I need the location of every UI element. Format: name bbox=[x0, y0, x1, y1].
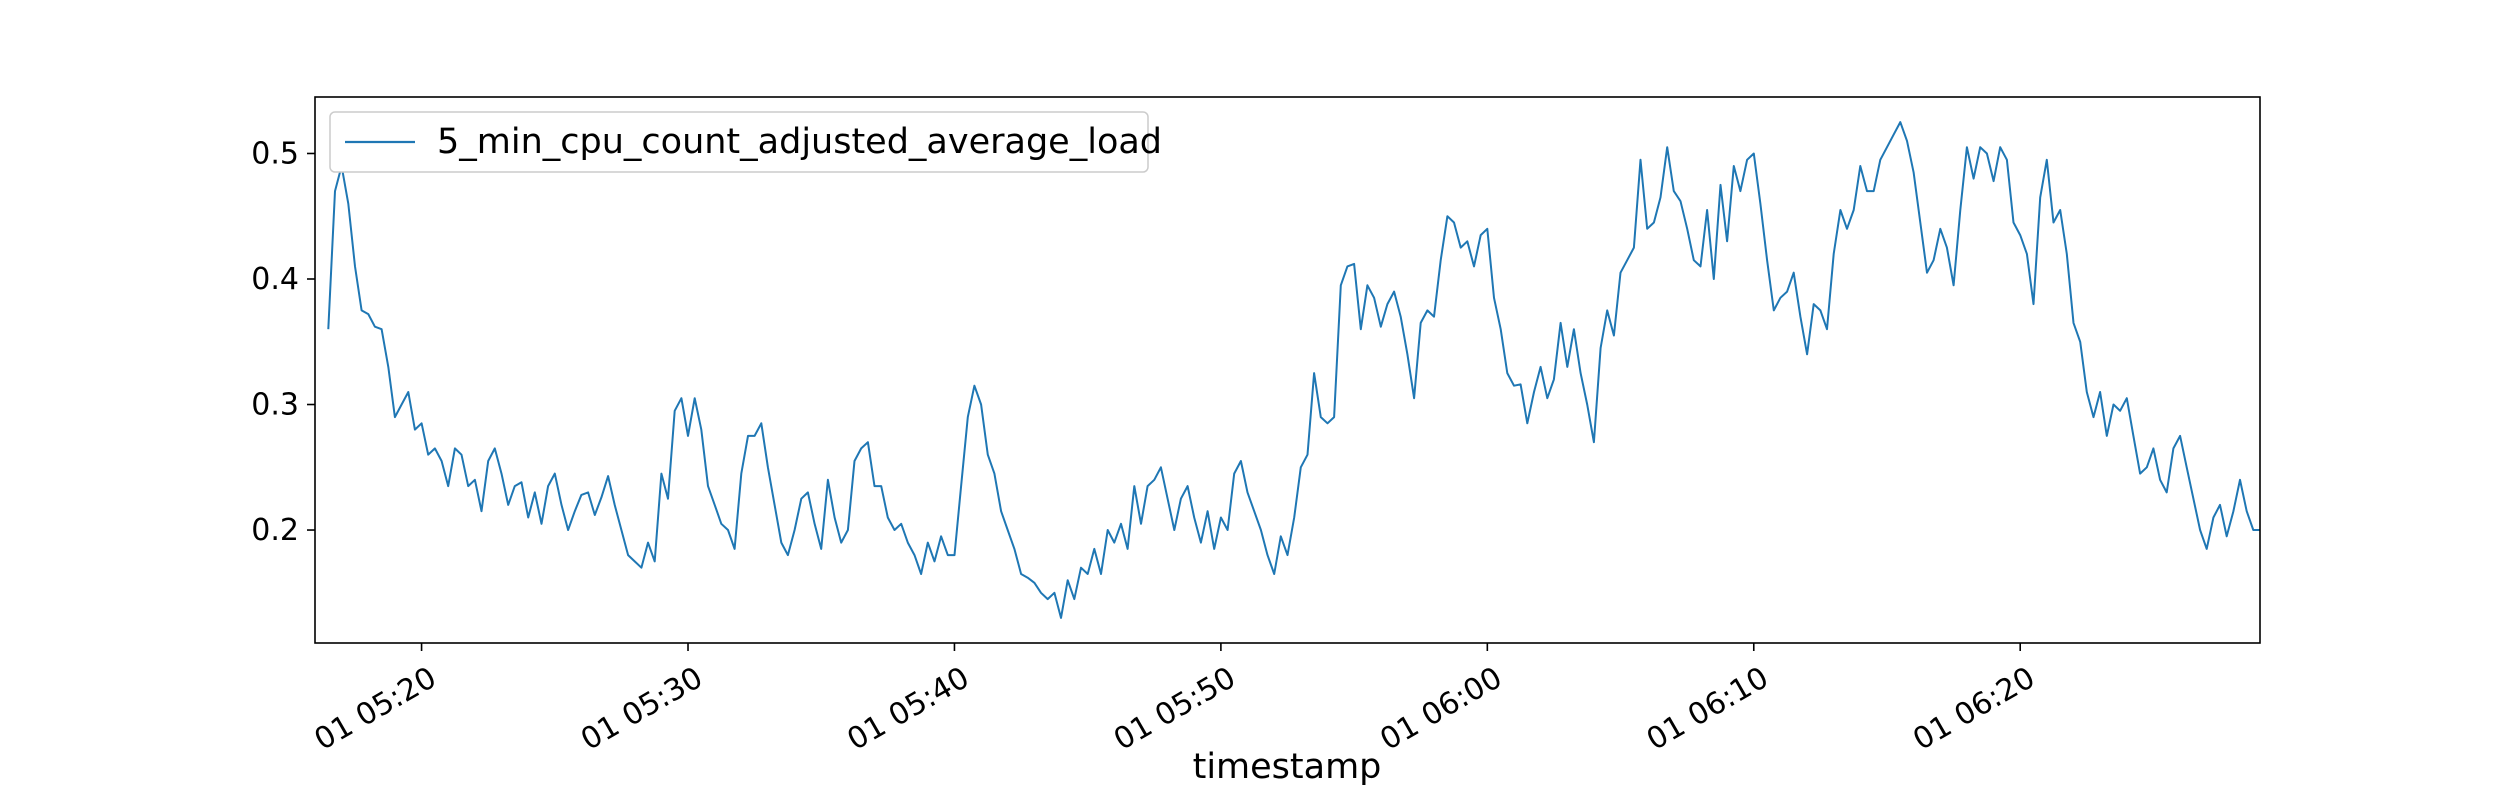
plot-area bbox=[315, 97, 2260, 643]
x-tick-label: 01 05:20 bbox=[309, 660, 443, 757]
y-tick-label: 0.5 bbox=[251, 136, 299, 171]
legend-frame bbox=[329, 111, 1149, 173]
legend-series-label: 5_min_cpu_count_adjusted_average_load bbox=[437, 122, 1162, 162]
x-tick-label: 01 06:00 bbox=[1374, 660, 1508, 757]
plot-frame bbox=[314, 96, 2261, 644]
y-tick-label: 0.3 bbox=[251, 388, 299, 423]
x-tick-label: 01 05:30 bbox=[575, 660, 709, 757]
series-lines bbox=[327, 121, 2260, 619]
x-tick-label: 01 05:40 bbox=[842, 660, 976, 757]
series-line-0 bbox=[327, 121, 2260, 619]
x-tick-label: 01 06:10 bbox=[1641, 660, 1775, 757]
legend: 5_min_cpu_count_adjusted_average_load bbox=[329, 111, 1162, 173]
x-tick-label: 01 06:20 bbox=[1907, 660, 2041, 757]
x-axis-title: timestamp bbox=[1193, 747, 1382, 787]
y-tick-label: 0.4 bbox=[251, 262, 299, 297]
x-tick-label: 01 05:50 bbox=[1108, 660, 1242, 757]
y-tick-label: 0.2 bbox=[251, 513, 299, 548]
